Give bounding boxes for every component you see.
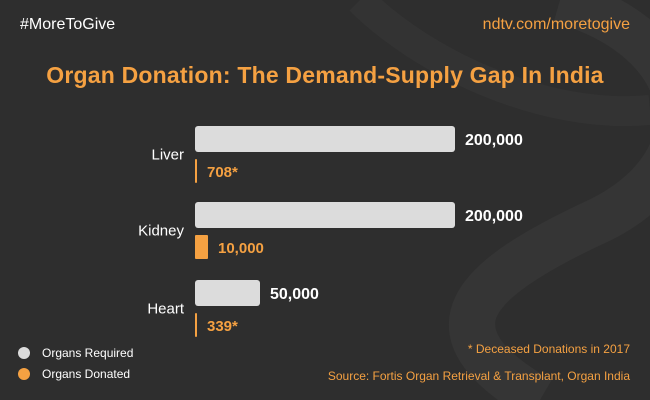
hashtag-label: #MoreToGive: [20, 16, 116, 33]
bar-required-kidney: [195, 202, 455, 228]
bar-required-liver: [195, 126, 455, 152]
source-note: Source: Fortis Organ Retrieval & Transpl…: [327, 369, 630, 383]
category-label-heart: Heart: [147, 301, 185, 318]
chart-title: Organ Donation: The Demand-Supply Gap In…: [46, 62, 604, 88]
bar-donated-kidney: [195, 235, 208, 259]
chart-legend: Organs Required Organs Donated: [18, 346, 133, 388]
value-label-donated-heart: 339*: [207, 318, 238, 335]
footnote: * Deceased Donations in 2017: [467, 342, 630, 356]
bar-donated-liver: [195, 159, 197, 183]
value-label-donated-liver: 708*: [207, 164, 238, 181]
legend-item-donated: Organs Donated: [18, 367, 133, 381]
value-label-required-kidney: 200,000: [465, 208, 523, 225]
legend-label-donated: Organs Donated: [42, 367, 131, 381]
category-label-liver: Liver: [151, 147, 184, 164]
value-label-required-heart: 50,000: [270, 286, 319, 303]
value-label-donated-kidney: 10,000: [218, 240, 264, 257]
site-url-link[interactable]: ndtv.com/moretogive: [482, 16, 630, 33]
bar-donated-heart: [195, 313, 197, 337]
bar-required-heart: [195, 280, 260, 306]
value-label-required-liver: 200,000: [465, 132, 523, 149]
legend-dot-required: [18, 347, 30, 359]
category-label-kidney: Kidney: [138, 223, 184, 240]
legend-label-required: Organs Required: [42, 346, 134, 360]
legend-item-required: Organs Required: [18, 346, 133, 360]
legend-dot-donated: [18, 368, 30, 380]
